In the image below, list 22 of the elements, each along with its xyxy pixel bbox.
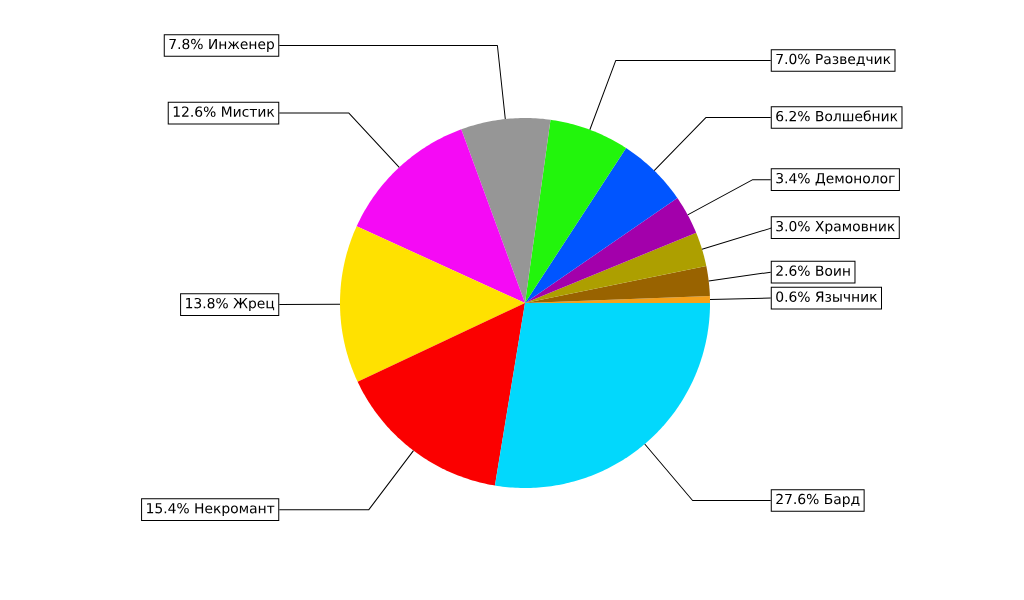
data-label: 27.6% bbox=[776, 493, 819, 505]
slice-label: Инженер bbox=[209, 38, 275, 52]
data-label: 3.0% bbox=[776, 220, 810, 232]
data-label: 7.8% bbox=[169, 38, 203, 50]
data-label: 13.8% bbox=[186, 297, 228, 309]
data-label: 2.6% bbox=[776, 265, 810, 276]
data-label: 0.6% bbox=[776, 291, 810, 302]
slice-label: Язычник bbox=[815, 291, 878, 302]
data-label: 3.4% bbox=[776, 172, 810, 184]
slice-label: Демонолог bbox=[815, 173, 895, 186]
slice-label: Некромант bbox=[195, 503, 275, 517]
data-label: 6.2% bbox=[776, 110, 810, 122]
slice-label: Бард bbox=[825, 493, 860, 507]
slice-label: Разведчик bbox=[816, 53, 891, 66]
slice-label: Жрец bbox=[233, 298, 275, 312]
data-label: 7.0% bbox=[776, 53, 810, 65]
slice-label: Храмовник bbox=[815, 221, 895, 235]
slice-label: Воин bbox=[816, 265, 850, 276]
data-label: 12.6% bbox=[173, 106, 216, 117]
slice-label: Волшебник bbox=[816, 110, 898, 122]
data-label: 15.4% bbox=[147, 502, 189, 514]
slice-label: Мистик bbox=[222, 106, 275, 117]
